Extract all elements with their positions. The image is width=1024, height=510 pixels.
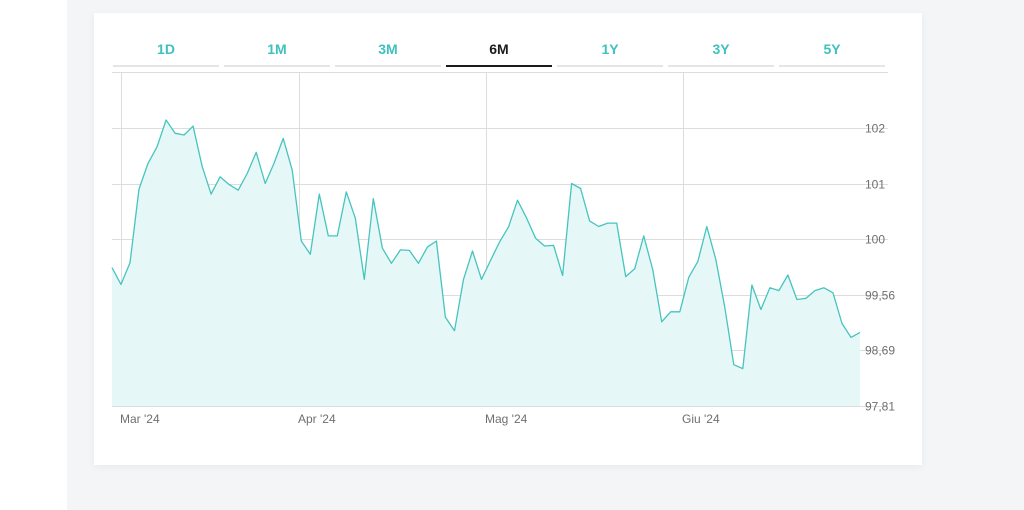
tab-1y-label: 1Y: [601, 41, 619, 57]
tab-6m-underline: [446, 65, 552, 67]
label-layer: 102 101 100 99,56 98,69 97,81 Mar '24 Apr '24 Ma…: [120, 122, 895, 427]
tab-3y[interactable]: 3Y: [668, 39, 774, 67]
tab-3m[interactable]: 3M: [335, 39, 441, 67]
y-tick-label-2: 100: [865, 233, 885, 247]
tab-3m-label: 3M: [378, 41, 398, 57]
x-tick-label-3: Giu '24: [682, 412, 720, 426]
price-line: [111, 119, 861, 370]
tab-6m-label: 6M: [489, 41, 509, 57]
line-layer: [111, 119, 861, 370]
tab-5y-label: 5Y: [823, 41, 841, 57]
tab-1m-label: 1M: [267, 41, 287, 57]
tab-1d[interactable]: 1D: [113, 39, 219, 67]
tab-1d-label: 1D: [157, 41, 175, 57]
x-tick-label-0: Mar '24: [120, 412, 160, 426]
y-tick-label-0: 102: [865, 122, 885, 136]
tab-1y[interactable]: 1Y: [557, 39, 663, 67]
y-tick-label-1: 101: [865, 178, 885, 192]
tab-1y-underline: [557, 65, 663, 67]
area-layer: [112, 120, 860, 406]
tab-3y-underline: [668, 65, 774, 67]
y-tick-label-4: 98,69: [865, 344, 895, 358]
price-area: [112, 120, 860, 406]
tab-3y-label: 3Y: [712, 41, 730, 57]
period-tabs: 1D 1M 3M 6M 1Y 3Y: [113, 39, 889, 69]
tab-1d-underline: [113, 65, 219, 67]
y-tick-label-3: 99,56: [865, 289, 895, 303]
tab-5y-underline: [779, 65, 885, 67]
tab-3m-underline: [335, 65, 441, 67]
tab-5y[interactable]: 5Y: [779, 39, 885, 67]
tab-6m[interactable]: 6M: [446, 39, 552, 67]
x-tick-label-1: Apr '24: [298, 412, 336, 426]
x-tick-label-2: Mag '24: [485, 412, 528, 426]
tab-1m[interactable]: 1M: [224, 39, 330, 67]
y-tick-label-5: 97,81: [865, 400, 895, 414]
tab-1m-underline: [224, 65, 330, 67]
